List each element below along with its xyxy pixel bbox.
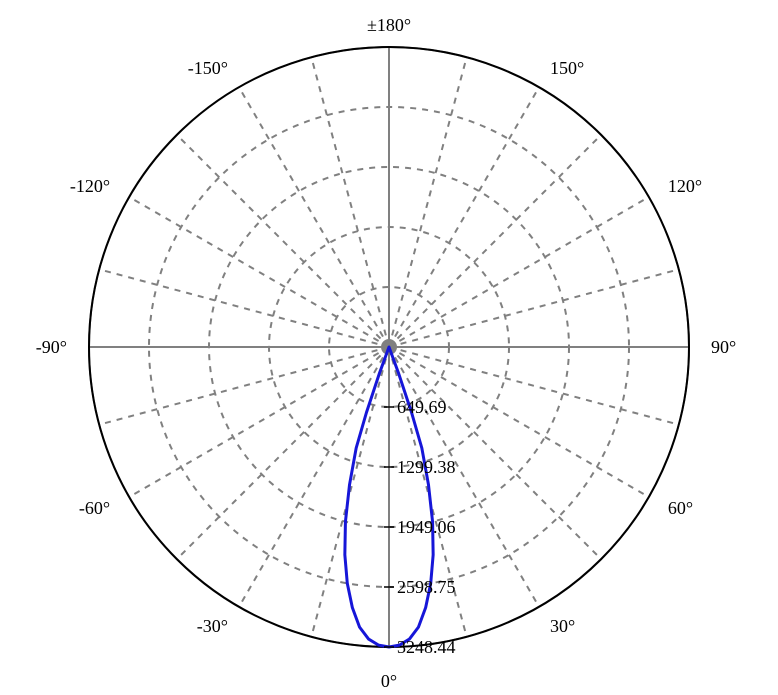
angle-label: -150° (188, 58, 228, 78)
polar-chart-svg: 649.69 1299.38 1949.06 2598.75 3248.440° 30° 6… (0, 0, 778, 695)
angle-label: 30° (550, 616, 575, 636)
angle-label: 0° (381, 671, 397, 691)
angle-label: -60° (79, 498, 110, 518)
angle-label: -90° (36, 337, 67, 357)
angle-label: -120° (70, 176, 110, 196)
radial-tick-label: 1299.38 (397, 457, 456, 477)
radial-tick-label: 3248.44 (397, 637, 456, 657)
radial-tick-label: 1949.06 (397, 517, 456, 537)
polar-chart: 649.69 1299.38 1949.06 2598.75 3248.440° 30° 6… (0, 0, 778, 695)
radial-tick-label: 2598.75 (397, 577, 456, 597)
angle-label: 120° (668, 176, 702, 196)
angle-label: 150° (550, 58, 584, 78)
radial-tick-label: 649.69 (397, 397, 447, 417)
angle-label: -30° (197, 616, 228, 636)
angle-label: ±180° (367, 15, 411, 35)
angle-label: 90° (711, 337, 736, 357)
angle-label: 60° (668, 498, 693, 518)
